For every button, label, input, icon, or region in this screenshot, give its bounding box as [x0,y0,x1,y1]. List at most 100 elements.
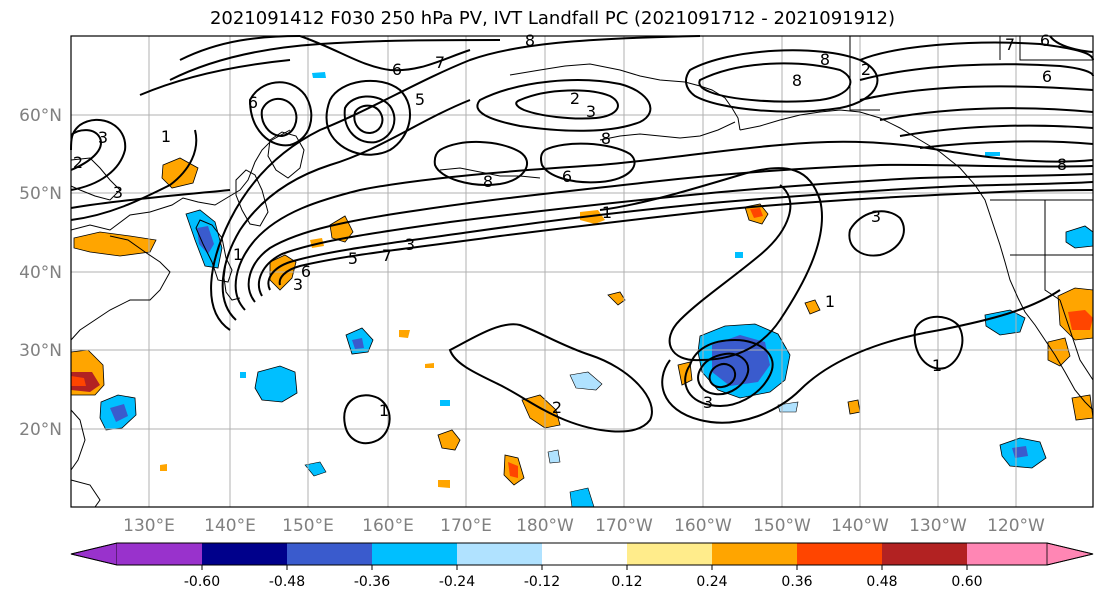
contour-label: 5 [415,90,425,109]
positive-anomaly [71,372,100,392]
lon-label: 160°E [362,516,414,536]
colorbar-tick-label: 0.24 [696,574,727,590]
colorbar-segment [882,543,967,565]
latitude-labels: 60°N 50°N 40°N 30°N 20°N [19,106,62,440]
positive-anomaly [399,330,410,338]
contour-labels: 8 6 7 5 2 3 1 8 6 2 8 6 7 8 6 8 2 1 3 1 … [73,31,1067,420]
contour-label: 3 [113,183,123,202]
colorbar-segment [287,543,372,565]
contour-label: 2 [861,60,871,79]
colorbar-segment [457,543,542,565]
positive-anomaly [160,464,167,471]
contour-label: 5 [348,249,358,268]
contour-label: 3 [703,393,713,412]
contour-label: 6 [1040,31,1050,50]
positive-anomaly [804,299,821,315]
colorbar-segment [627,543,712,565]
lat-label: 40°N [19,263,62,283]
positive-anomaly [71,376,86,386]
colorbar-ticks [201,565,968,570]
positive-anomaly [1047,337,1071,367]
contour-label: 3 [871,207,881,226]
positive-anomaly [607,291,626,306]
lon-label: 140°E [204,516,256,536]
lat-label: 60°N [19,106,62,126]
contour-label: 8 [1057,155,1067,174]
contour-label: 7 [1005,35,1015,54]
negative-anomaly [712,335,770,386]
contour-label: 1 [825,292,835,311]
contour-label: 8 [483,172,493,191]
contour-label: 3 [98,128,108,147]
contour-label: 1 [161,127,171,146]
positive-anomaly [425,363,434,368]
contour-label: 3 [586,102,596,121]
colorbar-segment [712,543,797,565]
colorbar-tick-label: -0.12 [524,574,560,590]
lat-label: 30°N [19,341,62,361]
colorbar-tick-label: 0.36 [781,574,812,590]
contour-label: 3 [293,275,303,294]
colorbar-tick-label: 0.48 [866,574,897,590]
contour-label: 1 [602,203,612,222]
negative-anomaly [440,400,450,406]
map-title: 2021091412 F030 250 hPa PV, IVT Landfall… [209,8,896,29]
contour-label: 3 [405,235,415,254]
lon-label: 120°W [987,516,1045,536]
contour-label: 8 [820,50,830,69]
lon-label: 170°E [440,516,492,536]
contour-label: 6 [248,93,258,112]
lon-label: 140°W [831,516,889,536]
negative-anomaly [197,226,214,254]
colorbar-tick-label: 0.12 [611,574,642,590]
colorbar-segment [967,543,1047,565]
colorbar-segment [797,543,882,565]
negative-anomaly [304,461,327,477]
negative-anomaly [352,338,364,349]
lon-label: 180°W [516,516,574,536]
lon-label: 150°E [282,516,334,536]
contour-label: 6 [562,167,572,186]
lat-label: 50°N [19,184,62,204]
negative-anomaly [312,72,326,78]
shaded-anomalies [70,72,1094,508]
negative-anomaly [547,449,561,464]
lon-label: 130°W [909,516,967,536]
positive-anomaly [847,399,861,415]
contour-label: 6 [1042,67,1052,86]
colorbar-tick-label: 0.60 [951,574,982,590]
positive-anomaly [750,208,763,218]
contour-label: 6 [392,60,402,79]
contour-label: 8 [525,31,535,50]
contour-label: 2 [73,153,83,172]
contour-label: 7 [435,53,445,72]
contour-label: 8 [601,129,611,148]
positive-anomaly [438,480,450,488]
colorbar-segment [1046,542,1094,566]
lon-label: 150°W [753,516,811,536]
colorbar-segment [70,542,118,566]
colorbar-tick-label: -0.36 [354,574,390,590]
lon-label: 160°W [674,516,732,536]
lat-label: 20°N [19,420,62,440]
pv-contours [70,35,1094,445]
positive-anomaly [73,231,157,257]
lon-label: 170°W [595,516,653,536]
positive-anomaly [508,462,518,478]
contour-label: 2 [552,398,562,417]
negative-anomaly [569,371,603,391]
colorbar-outline [70,542,1094,566]
colorbar-segment [372,543,457,565]
lon-label: 130°E [123,516,175,536]
contour-label: 1 [932,356,942,375]
colorbar-segment [117,543,202,565]
negative-anomaly [254,365,298,403]
contour-label: 1 [233,245,243,264]
negative-anomaly [985,152,1000,156]
colorbar-segment [202,543,287,565]
contour-label: 8 [792,71,802,90]
negative-anomaly [110,404,128,422]
colorbar-tick-label: -0.48 [269,574,305,590]
map-frame [70,35,1094,508]
